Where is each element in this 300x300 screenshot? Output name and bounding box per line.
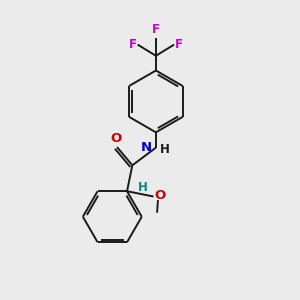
Text: H: H: [160, 142, 170, 156]
Text: F: F: [175, 38, 183, 51]
Text: N: N: [141, 141, 152, 154]
Text: O: O: [155, 189, 166, 203]
Text: F: F: [128, 38, 136, 51]
Text: H: H: [138, 181, 148, 194]
Text: O: O: [110, 132, 121, 145]
Text: F: F: [152, 23, 160, 36]
